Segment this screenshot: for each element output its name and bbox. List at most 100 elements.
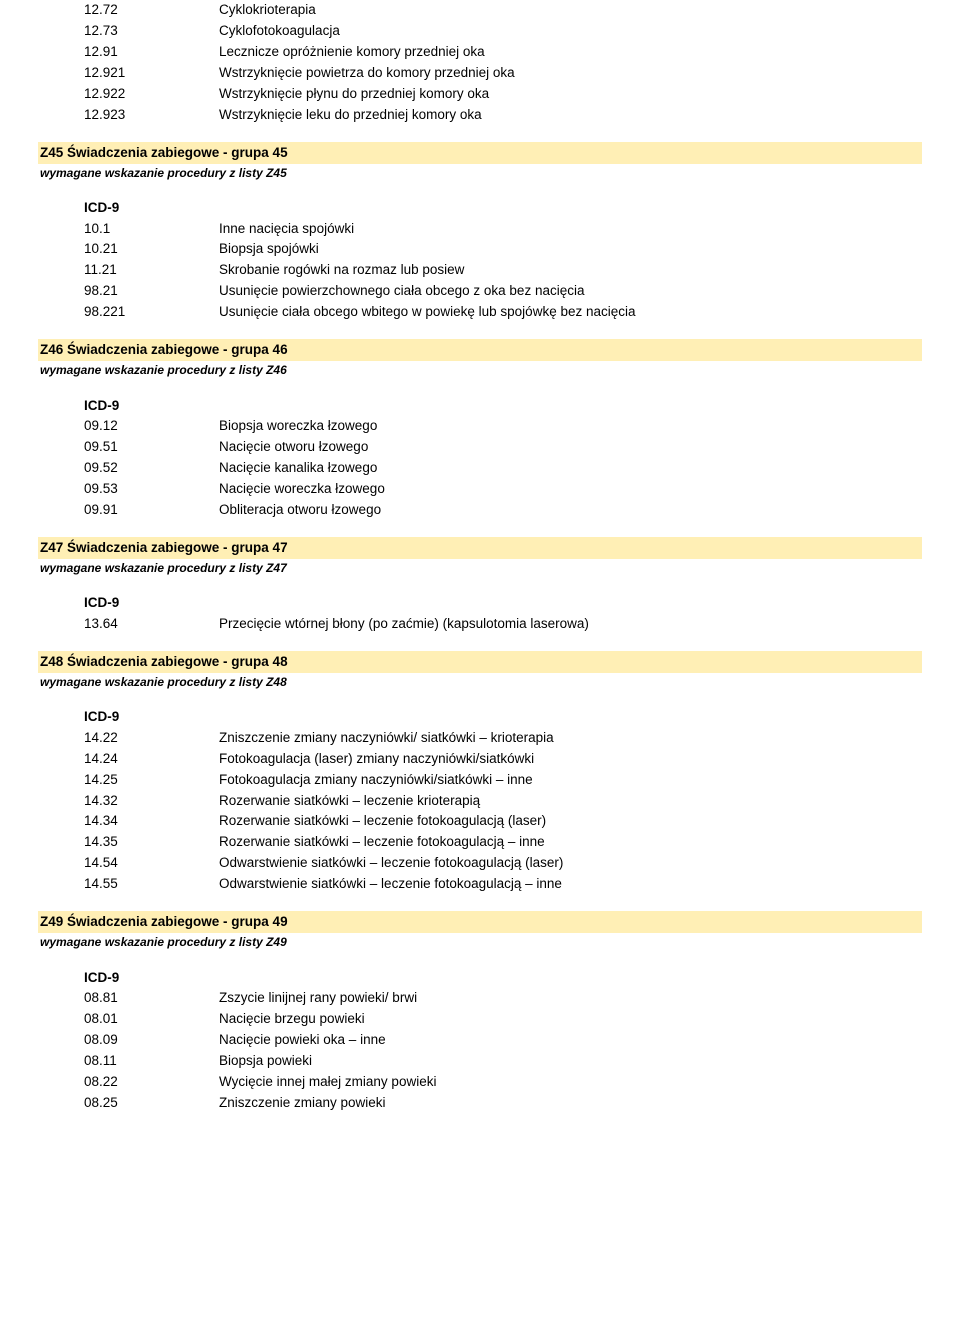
procedure-row: 08.81Zszycie linijnej rany powieki/ brwi [38, 988, 922, 1009]
section-header: Z47 Świadczenia zabiegowe - grupa 47 [38, 537, 922, 559]
procedure-code: 08.09 [38, 1030, 219, 1051]
procedure-code: 14.54 [38, 853, 219, 874]
procedure-desc: Przecięcie wtórnej błony (po zaćmie) (ka… [219, 614, 922, 635]
procedure-code: 12.73 [38, 21, 219, 42]
procedure-code: 12.923 [38, 105, 219, 126]
procedure-row: 14.55Odwarstwienie siatkówki – leczenie … [38, 874, 922, 895]
procedure-desc: Cyklofotokoagulacja [219, 21, 922, 42]
icd-heading: ICD-9 [38, 197, 922, 219]
procedure-desc: Usunięcie ciała obcego wbitego w powiekę… [219, 302, 922, 323]
procedure-desc: Nacięcie otworu łzowego [219, 437, 922, 458]
procedure-desc: Inne nacięcia spojówki [219, 219, 922, 240]
procedure-code: 12.922 [38, 84, 219, 105]
procedure-desc: Rozerwanie siatkówki – leczenie kriotera… [219, 791, 922, 812]
procedure-row: 14.22Zniszczenie zmiany naczyniówki/ sia… [38, 728, 922, 749]
procedure-row: 12.923Wstrzyknięcie leku do przedniej ko… [38, 105, 922, 126]
procedure-row: 14.24Fotokoagulacja (laser) zmiany naczy… [38, 749, 922, 770]
procedure-code: 14.25 [38, 770, 219, 791]
procedure-code: 09.51 [38, 437, 219, 458]
procedure-desc: Wstrzyknięcie płynu do przedniej komory … [219, 84, 922, 105]
procedure-desc: Lecznicze opróżnienie komory przedniej o… [219, 42, 922, 63]
top-procedure-list: 12.72Cyklokrioterapia12.73Cyklofotokoagu… [38, 0, 922, 126]
section-header: Z46 Świadczenia zabiegowe - grupa 46 [38, 339, 922, 361]
procedure-desc: Obliteracja otworu łzowego [219, 500, 922, 521]
procedure-code: 14.34 [38, 811, 219, 832]
procedure-code: 13.64 [38, 614, 219, 635]
procedure-desc: Nacięcie powieki oka – inne [219, 1030, 922, 1051]
procedure-row: 08.25Zniszczenie zmiany powieki [38, 1093, 922, 1114]
procedure-row: 98.21Usunięcie powierzchownego ciała obc… [38, 281, 922, 302]
procedure-desc: Zszycie linijnej rany powieki/ brwi [219, 988, 922, 1009]
procedure-row: 12.72Cyklokrioterapia [38, 0, 922, 21]
procedure-row: 12.921Wstrzyknięcie powietrza do komory … [38, 63, 922, 84]
section-header: Z45 Świadczenia zabiegowe - grupa 45 [38, 142, 922, 164]
procedure-row: 14.54Odwarstwienie siatkówki – leczenie … [38, 853, 922, 874]
procedure-row: 08.22Wycięcie innej małej zmiany powieki [38, 1072, 922, 1093]
procedure-row: 12.91Lecznicze opróżnienie komory przedn… [38, 42, 922, 63]
procedure-code: 11.21 [38, 260, 219, 281]
procedure-code: 09.91 [38, 500, 219, 521]
procedure-desc: Cyklokrioterapia [219, 0, 922, 21]
procedure-code: 12.921 [38, 63, 219, 84]
procedure-desc: Fotokoagulacja zmiany naczyniówki/siatkó… [219, 770, 922, 791]
procedure-desc: Wstrzyknięcie powietrza do komory przedn… [219, 63, 922, 84]
procedure-code: 14.32 [38, 791, 219, 812]
procedure-desc: Biopsja powieki [219, 1051, 922, 1072]
procedure-desc: Biopsja spojówki [219, 239, 922, 260]
procedure-row: 08.01Nacięcie brzegu powieki [38, 1009, 922, 1030]
procedure-row: 14.35Rozerwanie siatkówki – leczenie fot… [38, 832, 922, 853]
procedure-desc: Wstrzyknięcie leku do przedniej komory o… [219, 105, 922, 126]
procedure-row: 10.1Inne nacięcia spojówki [38, 219, 922, 240]
procedure-code: 08.22 [38, 1072, 219, 1093]
procedure-row: 08.09Nacięcie powieki oka – inne [38, 1030, 922, 1051]
procedure-code: 08.11 [38, 1051, 219, 1072]
procedure-desc: Rozerwanie siatkówki – leczenie fotokoag… [219, 832, 922, 853]
procedure-row: 09.53Nacięcie woreczka łzowego [38, 479, 922, 500]
section-requirement: wymagane wskazanie procedury z listy Z47 [38, 559, 922, 578]
procedure-row: 14.32Rozerwanie siatkówki – leczenie kri… [38, 791, 922, 812]
procedure-row: 13.64Przecięcie wtórnej błony (po zaćmie… [38, 614, 922, 635]
procedure-row: 12.73Cyklofotokoagulacja [38, 21, 922, 42]
procedure-desc: Fotokoagulacja (laser) zmiany naczyniówk… [219, 749, 922, 770]
section-requirement: wymagane wskazanie procedury z listy Z45 [38, 164, 922, 183]
page-content: 12.72Cyklokrioterapia12.73Cyklofotokoagu… [0, 0, 960, 1144]
procedure-desc: Nacięcie woreczka łzowego [219, 479, 922, 500]
procedure-desc: Usunięcie powierzchownego ciała obcego z… [219, 281, 922, 302]
procedure-row: 09.91Obliteracja otworu łzowego [38, 500, 922, 521]
procedure-row: 14.34Rozerwanie siatkówki – leczenie fot… [38, 811, 922, 832]
section-requirement: wymagane wskazanie procedury z listy Z48 [38, 673, 922, 692]
procedure-desc: Odwarstwienie siatkówki – leczenie fotok… [219, 874, 922, 895]
icd-heading: ICD-9 [38, 592, 922, 614]
procedure-code: 14.35 [38, 832, 219, 853]
procedure-row: 09.52Nacięcie kanalika łzowego [38, 458, 922, 479]
procedure-code: 98.21 [38, 281, 219, 302]
procedure-code: 10.1 [38, 219, 219, 240]
procedure-desc: Biopsja woreczka łzowego [219, 416, 922, 437]
procedure-row: 08.11Biopsja powieki [38, 1051, 922, 1072]
procedure-desc: Nacięcie kanalika łzowego [219, 458, 922, 479]
procedure-desc: Rozerwanie siatkówki – leczenie fotokoag… [219, 811, 922, 832]
procedure-code: 08.01 [38, 1009, 219, 1030]
procedure-row: 09.12Biopsja woreczka łzowego [38, 416, 922, 437]
section-requirement: wymagane wskazanie procedury z listy Z46 [38, 361, 922, 380]
section-header: Z48 Świadczenia zabiegowe - grupa 48 [38, 651, 922, 673]
procedure-desc: Zniszczenie zmiany naczyniówki/ siatkówk… [219, 728, 922, 749]
procedure-code: 14.22 [38, 728, 219, 749]
section-requirement: wymagane wskazanie procedury z listy Z49 [38, 933, 922, 952]
section-header: Z49 Świadczenia zabiegowe - grupa 49 [38, 911, 922, 933]
procedure-code: 08.81 [38, 988, 219, 1009]
procedure-code: 09.52 [38, 458, 219, 479]
procedure-row: 10.21Biopsja spojówki [38, 239, 922, 260]
procedure-code: 14.55 [38, 874, 219, 895]
procedure-desc: Zniszczenie zmiany powieki [219, 1093, 922, 1114]
procedure-code: 08.25 [38, 1093, 219, 1114]
procedure-desc: Odwarstwienie siatkówki – leczenie fotok… [219, 853, 922, 874]
procedure-code: 09.12 [38, 416, 219, 437]
icd-heading: ICD-9 [38, 967, 922, 989]
procedure-desc: Wycięcie innej małej zmiany powieki [219, 1072, 922, 1093]
procedure-desc: Nacięcie brzegu powieki [219, 1009, 922, 1030]
procedure-code: 12.72 [38, 0, 219, 21]
procedure-row: 98.221Usunięcie ciała obcego wbitego w p… [38, 302, 922, 323]
procedure-code: 10.21 [38, 239, 219, 260]
icd-heading: ICD-9 [38, 395, 922, 417]
